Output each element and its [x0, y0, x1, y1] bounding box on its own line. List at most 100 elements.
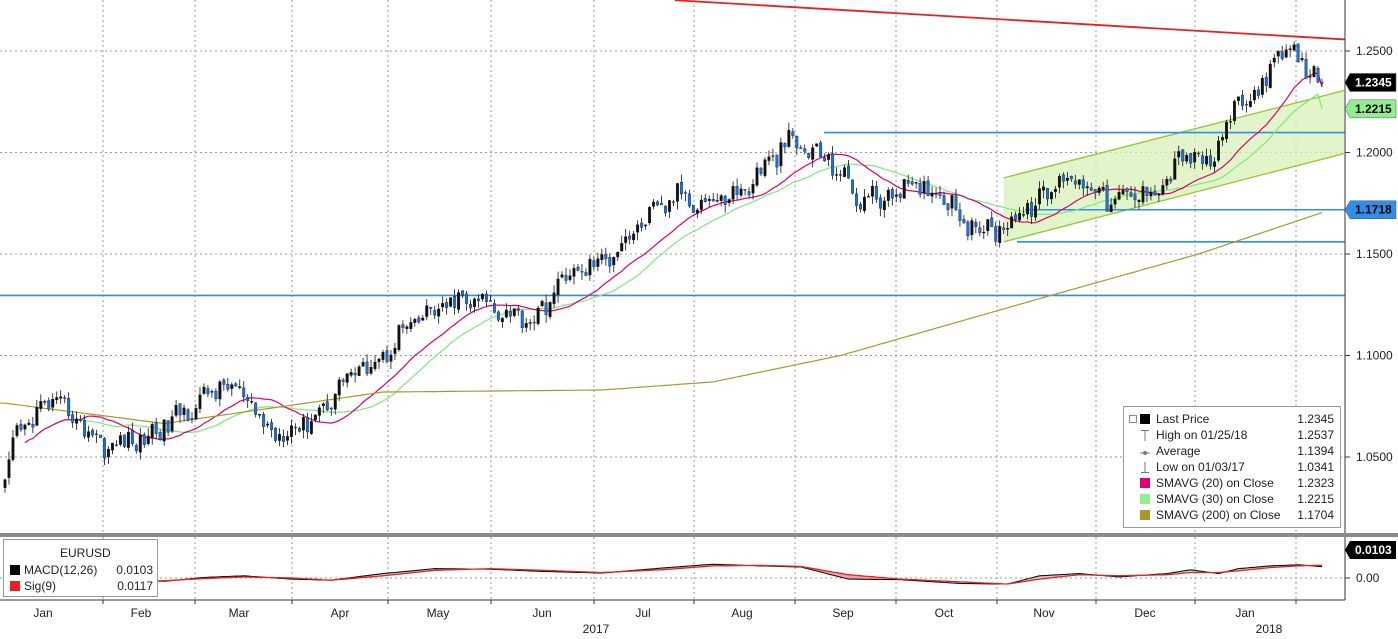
candle-up — [258, 414, 262, 416]
candle-down — [1093, 189, 1097, 194]
candle-up — [695, 209, 699, 214]
candle-down — [711, 199, 715, 202]
candle-down — [1129, 192, 1133, 197]
candle-up — [548, 302, 552, 317]
candle-up — [1026, 203, 1030, 215]
candle-up — [286, 436, 289, 441]
legend-label: Average — [1156, 444, 1201, 458]
candle-up — [170, 416, 174, 432]
candle-down — [134, 445, 138, 452]
candle-down — [270, 422, 274, 430]
candle-down — [759, 167, 763, 174]
candle-down — [660, 203, 663, 206]
high-marker-icon — [1140, 430, 1150, 441]
candle-down — [1069, 176, 1073, 180]
candle-down — [142, 434, 146, 445]
macd-histogram-band — [852, 575, 857, 580]
macd-legend-row-signal: Sig(9) 0.0117 — [10, 578, 155, 594]
candle-up — [811, 147, 815, 160]
candle-down — [445, 302, 449, 309]
macd-histogram-band — [856, 575, 861, 580]
candle-down — [453, 296, 457, 308]
candle-down — [341, 379, 345, 382]
candle-down — [946, 203, 950, 211]
candle-up — [202, 386, 206, 394]
candle-up — [982, 231, 986, 234]
candle-up — [902, 179, 906, 199]
candle-up — [1300, 58, 1304, 61]
candle-down — [962, 219, 966, 224]
candle-down — [1201, 155, 1205, 164]
x-tick-label: Jan — [1235, 606, 1254, 620]
legend-value: 1.2215 — [1297, 492, 1334, 506]
candle-up — [1149, 191, 1153, 197]
macd-grid — [0, 537, 1345, 600]
candle-down — [91, 429, 94, 436]
candle-up — [377, 358, 381, 362]
candle-down — [1133, 194, 1137, 201]
candle-up — [866, 196, 870, 198]
candle-up — [413, 319, 417, 323]
candle-up — [7, 459, 11, 478]
candle-down — [942, 195, 946, 205]
candle-up — [1042, 186, 1045, 191]
candle-down — [365, 361, 369, 374]
candle-up — [1010, 216, 1014, 229]
candle-up — [1284, 49, 1288, 58]
candle-down — [1046, 188, 1049, 200]
candlesticks — [3, 41, 1324, 493]
candle-up — [787, 130, 791, 147]
legend-low: Low on 01/03/17 1.0341 — [1124, 459, 1340, 475]
candle-down — [544, 302, 548, 315]
candle-up — [536, 307, 540, 324]
candle-up — [739, 188, 743, 196]
candle-up — [1121, 190, 1125, 195]
candle-up — [1085, 186, 1089, 189]
candle-down — [329, 407, 333, 410]
candle-down — [918, 183, 922, 195]
candle-up — [301, 417, 305, 431]
legend-swatch — [1140, 510, 1150, 520]
candle-up — [309, 421, 313, 434]
signal-color-swatch — [10, 581, 20, 591]
candle-up — [922, 181, 926, 194]
candle-down — [83, 420, 87, 437]
candle-up — [632, 233, 636, 241]
resistance-line — [674, 0, 1346, 41]
candle-down — [683, 192, 687, 194]
candle-down — [1320, 82, 1324, 84]
candle-down — [703, 198, 707, 202]
candle-up — [882, 200, 886, 211]
candle-down — [532, 321, 536, 324]
candle-up — [572, 267, 576, 277]
candle-up — [457, 292, 461, 310]
candle-up — [616, 251, 620, 258]
candle-up — [552, 292, 556, 304]
candle-down — [771, 155, 775, 157]
x-tick-label: Dec — [1134, 606, 1155, 620]
candle-down — [19, 423, 23, 430]
candle-up — [1248, 101, 1252, 107]
candle-down — [154, 422, 158, 434]
candle-up — [524, 323, 528, 328]
candle-up — [1034, 205, 1037, 218]
candle-up — [278, 434, 281, 441]
macd-legend-label: MACD(12,26) — [24, 563, 98, 577]
candle-down — [71, 414, 75, 423]
candle-up — [1221, 137, 1224, 141]
legend-collapse-icon[interactable] — [1129, 415, 1137, 423]
candle-down — [926, 180, 930, 196]
candle-up — [333, 394, 337, 410]
candle-down — [461, 290, 465, 296]
candle-up — [1252, 89, 1256, 101]
candle-down — [294, 426, 297, 429]
candle-down — [839, 174, 843, 176]
candle-up — [437, 308, 441, 317]
x-tick-label: Feb — [131, 606, 152, 620]
macd-legend-title: EURUSD — [60, 546, 111, 560]
candle-up — [337, 379, 341, 396]
candle-up — [970, 220, 974, 236]
candle-up — [1137, 200, 1141, 203]
legend-label: Last Price — [1156, 412, 1210, 426]
